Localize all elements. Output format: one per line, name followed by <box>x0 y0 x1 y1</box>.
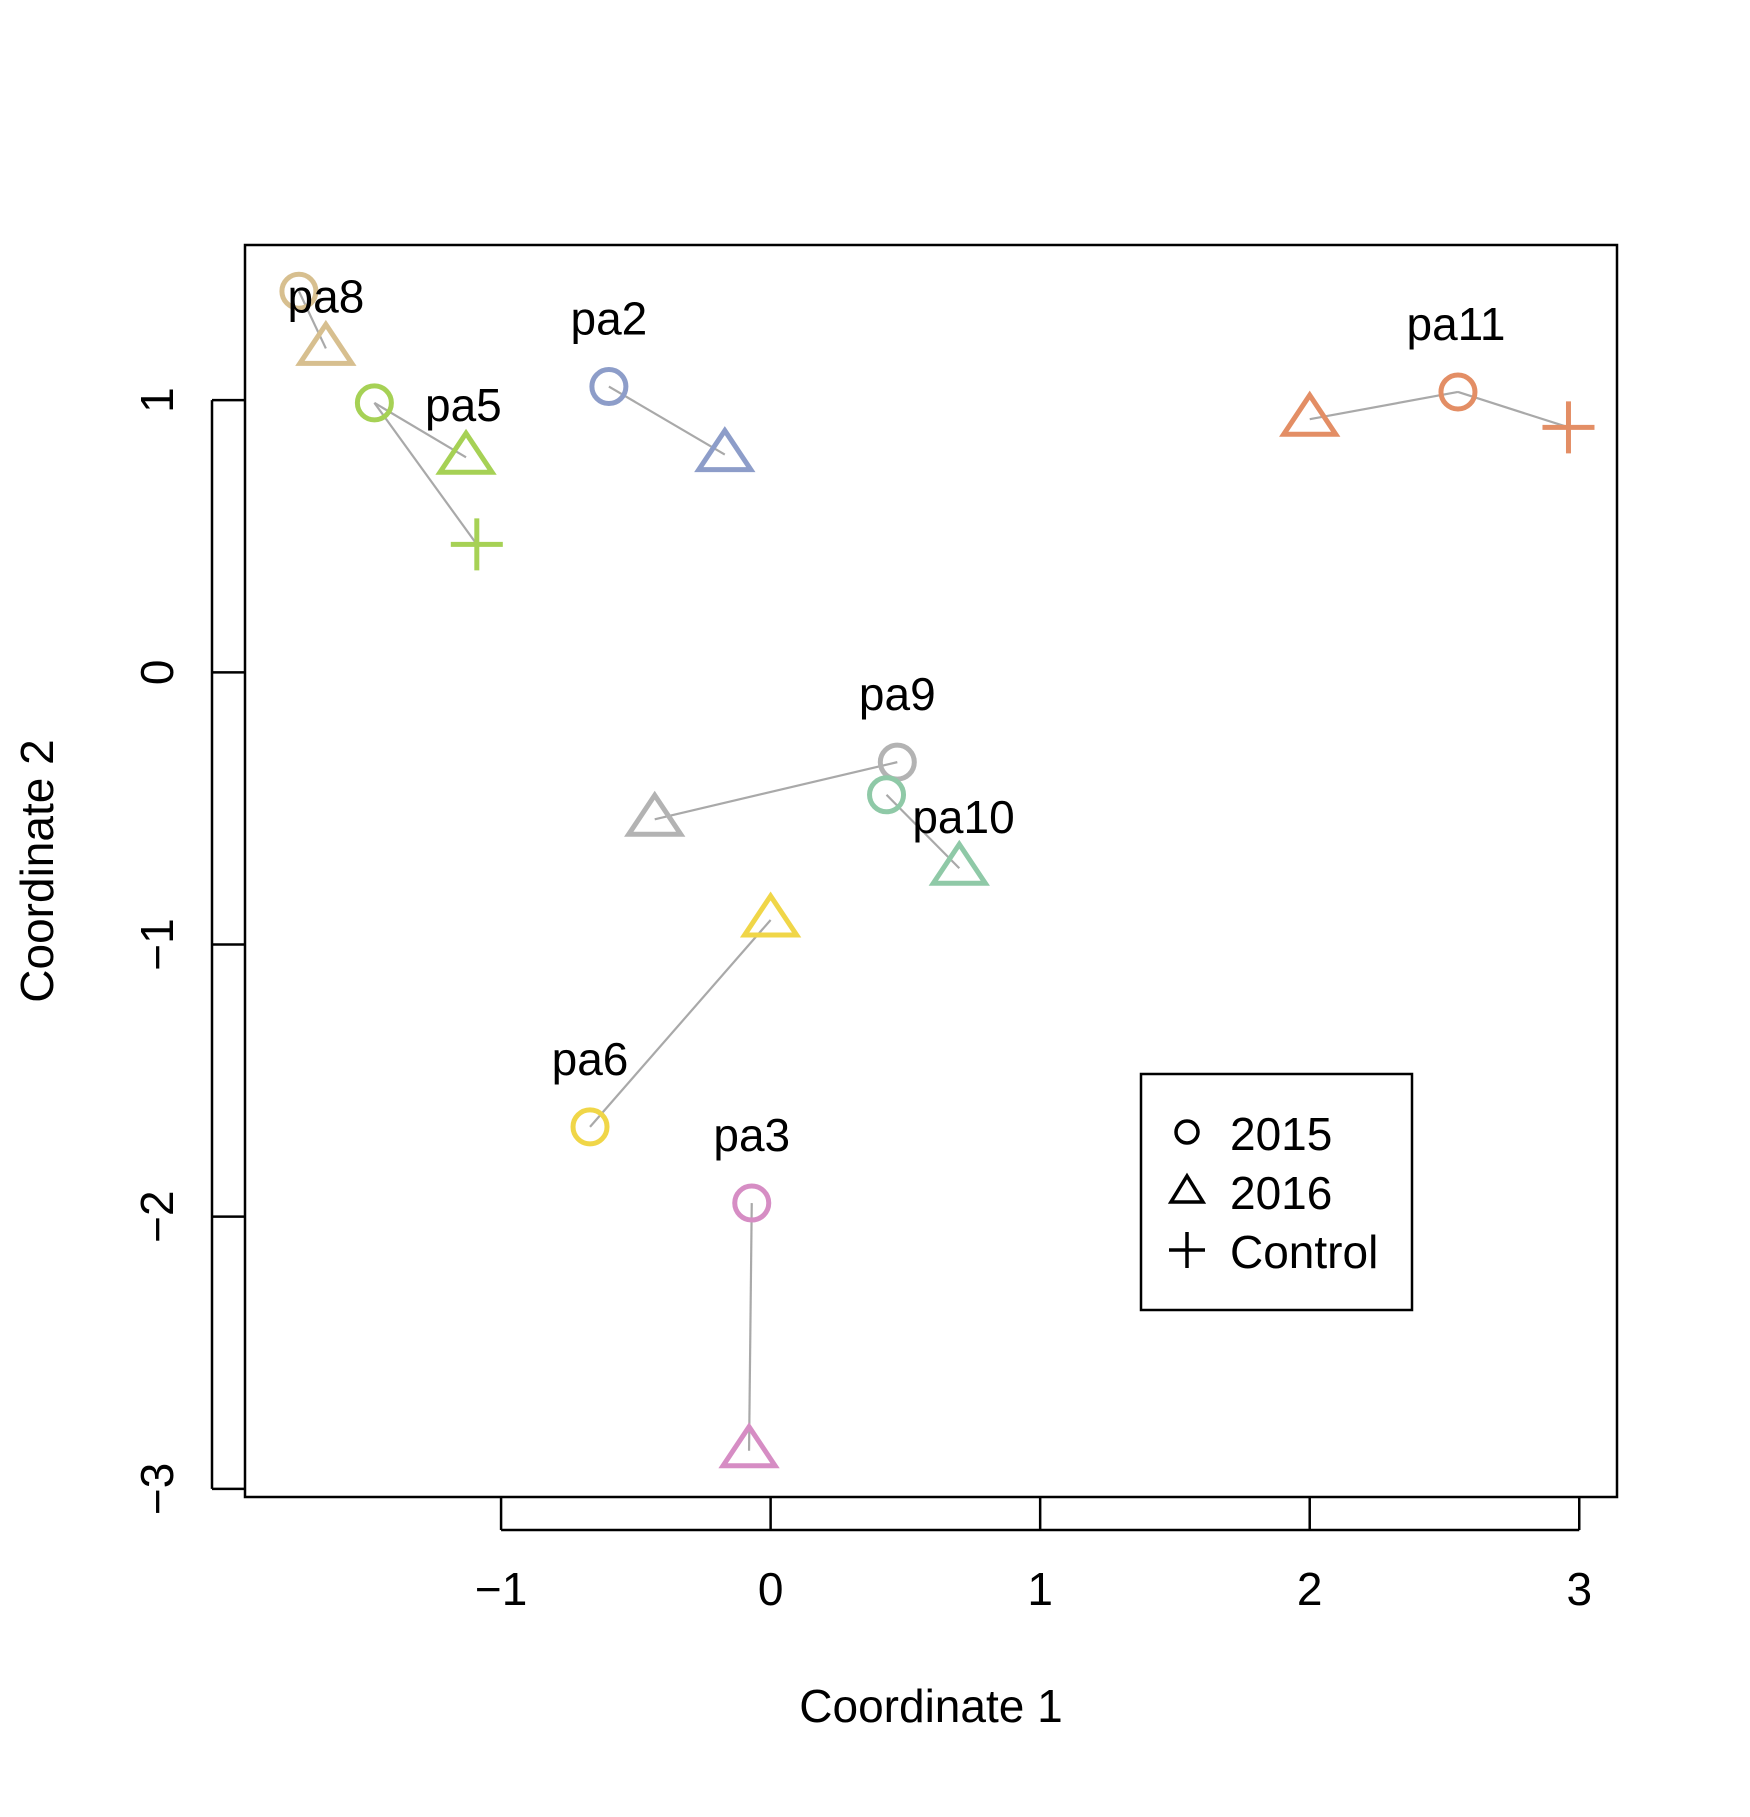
point-label-pa2: pa2 <box>571 293 648 345</box>
y-tick-label: −2 <box>131 1190 183 1242</box>
y-tick-label: −3 <box>131 1463 183 1515</box>
point-pa6-triangle <box>739 891 802 938</box>
points-group <box>279 271 1595 1469</box>
point-pa5-plus <box>450 518 503 571</box>
point-pa11-circle <box>1438 372 1478 412</box>
point-label-pa10: pa10 <box>912 791 1014 843</box>
point-pa10-triangle <box>928 839 990 886</box>
connector-line-pa9 <box>654 761 898 821</box>
x-tick-label: 0 <box>758 1563 784 1615</box>
point-label-pa8: pa8 <box>288 270 365 322</box>
axes-group: −1 0 1 2 3 −3 −2 −1 0 1 Coordinate 1 Coordinate 2 <box>11 243 1619 1732</box>
point-pa5-triangle <box>435 428 497 475</box>
legend-label: 2016 <box>1230 1167 1332 1219</box>
point-pa5-circle <box>354 383 394 423</box>
y-tick-label: −1 <box>131 918 183 970</box>
connector-line-pa5 <box>373 402 478 546</box>
legend-box <box>1139 1072 1414 1312</box>
point-pa9-triangle <box>624 790 686 837</box>
legend-circle-icon <box>1174 1119 1200 1145</box>
x-tick-label: 1 <box>1027 1563 1053 1615</box>
point-pa6-circle <box>570 1107 610 1147</box>
point-pa8-triangle <box>295 319 357 366</box>
point-pa8-circle <box>279 271 319 311</box>
connector-line-pa8 <box>297 290 327 349</box>
point-pa11-triangle <box>1279 390 1341 437</box>
point-pa10-circle <box>867 775 907 815</box>
point-pa2-circle <box>589 367 629 407</box>
y-axis-title: Coordinate 2 <box>11 739 63 1002</box>
connector-line-pa3 <box>747 1203 753 1451</box>
point-label-pa3: pa3 <box>713 1109 790 1161</box>
connector-line-pa2 <box>608 385 726 456</box>
legend: 2015 2016 Control <box>1139 1072 1414 1312</box>
point-labels-group: pa8 pa5 pa2 pa11 pa9 pa10 pa6 pa3 <box>288 270 1506 1161</box>
plot-frame <box>243 243 1619 1499</box>
connector-line-pa11 <box>1309 390 1459 421</box>
point-label-pa9: pa9 <box>859 668 936 720</box>
point-pa3-circle <box>732 1183 772 1223</box>
point-pa3-triangle <box>718 1422 780 1469</box>
point-label-pa11: pa11 <box>1407 298 1506 350</box>
point-label-pa5: pa5 <box>425 379 502 431</box>
y-tick-label: 1 <box>131 387 183 413</box>
legend-label: 2015 <box>1230 1108 1332 1160</box>
point-pa2-triangle <box>694 426 756 473</box>
legend-triangle-icon <box>1167 1172 1207 1204</box>
x-tick-label: 3 <box>1566 1563 1592 1615</box>
y-tick-label: 0 <box>131 660 183 686</box>
legend-label: Control <box>1230 1226 1378 1278</box>
x-axis-title: Coordinate 1 <box>799 1680 1062 1732</box>
point-pa11-plus <box>1542 401 1595 454</box>
x-tick-label: −1 <box>475 1563 527 1615</box>
connector-lines-group <box>297 290 1569 1451</box>
point-label-pa6: pa6 <box>552 1033 629 1085</box>
x-tick-label: 2 <box>1297 1563 1323 1615</box>
connector-line-pa6 <box>589 919 772 1128</box>
